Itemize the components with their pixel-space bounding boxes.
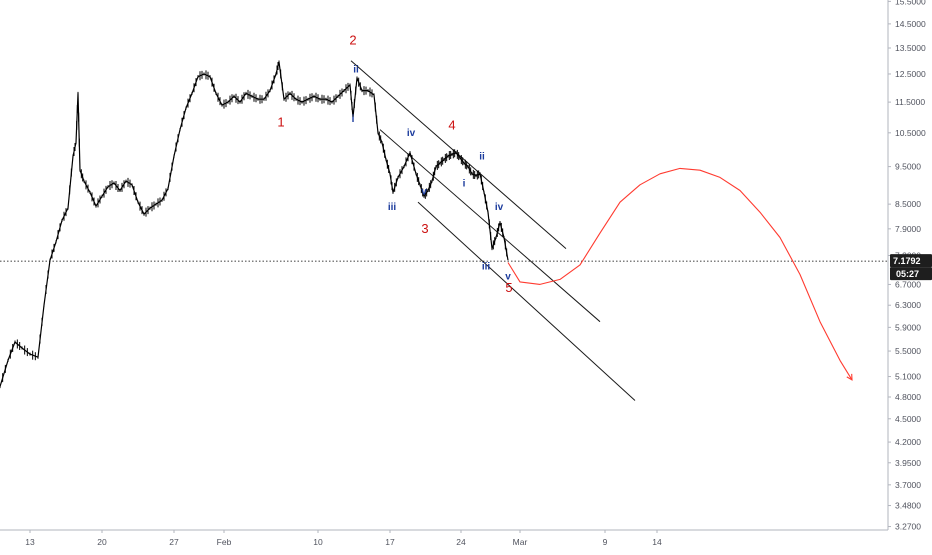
x-tick-label: 14 bbox=[652, 537, 662, 547]
y-tick-label: 14.5000 bbox=[895, 19, 926, 29]
forecast-curve bbox=[507, 167, 853, 381]
wave-label: 5 bbox=[505, 280, 512, 295]
y-tick-label: 13.5000 bbox=[895, 43, 926, 53]
y-tick-label: 9.5000 bbox=[895, 162, 921, 172]
price-tag-bg bbox=[890, 254, 932, 268]
y-tick-label: 3.9500 bbox=[895, 458, 921, 468]
y-tick-label: 6.3000 bbox=[895, 300, 921, 310]
x-tick-label: 20 bbox=[97, 537, 107, 547]
wave-label: i bbox=[463, 179, 466, 190]
wave-label: 4 bbox=[448, 118, 455, 133]
x-tick-label: 10 bbox=[313, 537, 323, 547]
forecast-arrowhead bbox=[846, 373, 853, 381]
x-tick-label: Mar bbox=[513, 537, 528, 547]
x-tick-label: 9 bbox=[603, 537, 608, 547]
price-series-line bbox=[0, 61, 509, 387]
y-tick-label: 5.9000 bbox=[895, 322, 921, 332]
wave-label: 3 bbox=[421, 221, 428, 236]
countdown-tag-bg bbox=[890, 267, 932, 281]
y-tick-label: 10.5000 bbox=[895, 128, 926, 138]
wave-label: i bbox=[352, 114, 355, 125]
price-tag-label: 7.1792 bbox=[893, 256, 921, 266]
y-tick-label: 5.5000 bbox=[895, 346, 921, 356]
wave-label: iii bbox=[482, 262, 491, 273]
x-tick-label: 13 bbox=[25, 537, 35, 547]
y-tick-label: 7.9000 bbox=[895, 224, 921, 234]
wave-label: iv bbox=[407, 128, 416, 139]
x-tick-label: 27 bbox=[169, 537, 179, 547]
wave-label: 1 bbox=[277, 114, 284, 129]
wave-label: 2 bbox=[349, 32, 356, 47]
channel-line bbox=[417, 201, 636, 401]
y-tick-label: 15.5000 bbox=[895, 0, 926, 6]
y-tick-label: 8.5000 bbox=[895, 199, 921, 209]
wave-label: iv bbox=[495, 202, 504, 213]
y-tick-label: 4.2000 bbox=[895, 437, 921, 447]
wave-label: iii bbox=[388, 202, 397, 213]
y-tick-label: 6.7000 bbox=[895, 279, 921, 289]
y-tick-label: 3.4800 bbox=[895, 501, 921, 511]
y-tick-label: 5.1000 bbox=[895, 372, 921, 382]
x-tick-label: 24 bbox=[456, 537, 466, 547]
x-tick-label: 17 bbox=[385, 537, 395, 547]
wave-label: ii bbox=[479, 152, 485, 163]
wave-label: ii bbox=[353, 65, 359, 76]
y-tick-label: 4.5000 bbox=[895, 414, 921, 424]
wave-label: v bbox=[421, 186, 427, 197]
y-tick-label: 11.5000 bbox=[895, 97, 925, 107]
x-tick-label: Feb bbox=[217, 537, 232, 547]
y-tick-label: 4.8000 bbox=[895, 392, 921, 402]
countdown-tag-label: 05:27 bbox=[896, 269, 919, 279]
y-tick-label: 3.7000 bbox=[895, 480, 921, 490]
wave-label: v bbox=[505, 271, 511, 282]
y-tick-label: 12.5000 bbox=[895, 69, 926, 79]
y-tick-label: 3.2700 bbox=[895, 522, 921, 532]
